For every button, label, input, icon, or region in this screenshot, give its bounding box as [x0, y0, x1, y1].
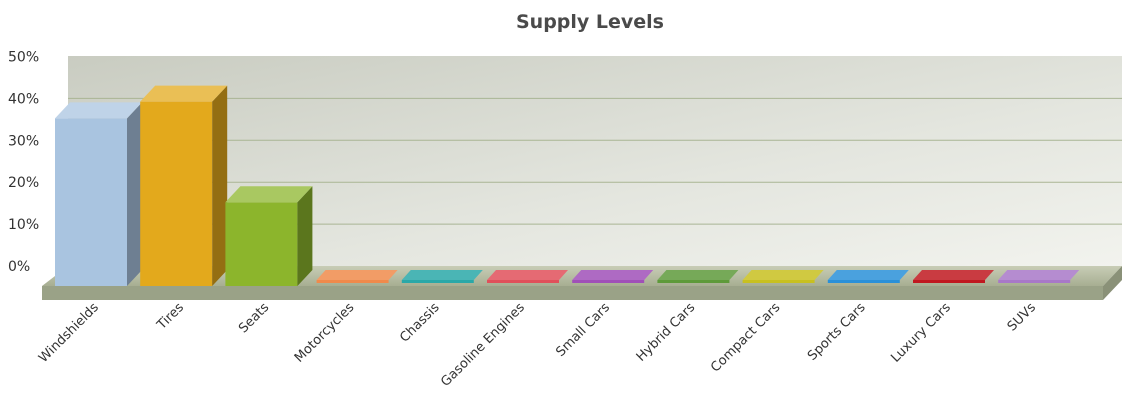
- y-tick-label: 0%: [8, 259, 30, 275]
- y-tick-label: 50%: [8, 50, 39, 66]
- bar-front: [225, 202, 298, 286]
- bar-front: [657, 280, 730, 283]
- bar-front: [998, 280, 1071, 283]
- bar-top: [316, 270, 398, 280]
- y-tick-label: 30%: [8, 133, 39, 149]
- x-tick-label: Motorcycles: [292, 300, 358, 366]
- bar: [913, 270, 994, 283]
- bar-front: [742, 280, 815, 283]
- bar: [316, 270, 398, 283]
- bar-top: [742, 270, 824, 280]
- bar-front: [827, 280, 900, 283]
- bar-top: [401, 270, 483, 280]
- y-tick-label: 10%: [8, 217, 39, 233]
- bar-side: [212, 85, 228, 286]
- bar-top: [657, 270, 739, 280]
- bar-front: [55, 118, 127, 287]
- y-tick-label: 40%: [8, 91, 39, 107]
- x-tick-label: SUVs: [1005, 300, 1039, 334]
- bar-top: [55, 102, 142, 119]
- bar: [572, 270, 654, 283]
- x-axis-tick-labels: Windshields Tires Seats Motorcycles ChassisG…: [36, 300, 1039, 390]
- x-tick-label: Hybrid Cars: [634, 300, 699, 365]
- bar: [401, 270, 483, 283]
- x-tick-label: Compact Cars: [708, 300, 783, 375]
- bars: [55, 85, 1080, 287]
- bar-top: [225, 186, 313, 203]
- bar: [225, 186, 313, 286]
- bar-top: [487, 270, 568, 280]
- bar-top: [913, 270, 994, 280]
- x-tick-label: Windshields: [36, 300, 102, 366]
- bar-top: [572, 270, 654, 280]
- x-tick-label: Luxury Cars: [888, 300, 954, 366]
- bar: [657, 270, 739, 283]
- x-tick-label: Tires: [154, 300, 187, 333]
- bar-top: [140, 85, 228, 102]
- bar-side: [297, 186, 313, 286]
- x-tick-label: Small Cars: [553, 300, 613, 360]
- bar: [998, 270, 1080, 283]
- bar-top: [998, 270, 1080, 280]
- x-tick-label: Chassis: [397, 300, 443, 346]
- bar: [140, 85, 228, 286]
- bar: [827, 270, 909, 283]
- chart-floor-side: [1103, 266, 1122, 300]
- chart-title: Supply Levels: [516, 11, 664, 33]
- bar-front: [140, 101, 213, 286]
- bar-front: [316, 280, 389, 283]
- bar-side: [127, 102, 142, 287]
- bar-front: [401, 280, 474, 283]
- x-tick-label: Sports Cars: [805, 300, 869, 364]
- bar-front: [572, 280, 645, 283]
- x-tick-label: Seats: [236, 300, 272, 336]
- bar: [742, 270, 824, 283]
- y-axis-tick-labels: 0% 10% 20% 30% 40% 50%: [8, 50, 39, 276]
- chart-back-wall: [68, 56, 1122, 266]
- bar: [55, 102, 142, 287]
- bar-front: [913, 280, 985, 283]
- y-tick-label: 20%: [8, 175, 39, 191]
- x-tick-label: Gasoline Engines: [438, 300, 528, 390]
- chart-floor-front: [42, 286, 1103, 300]
- bar-top: [827, 270, 909, 280]
- bar-front: [487, 280, 559, 283]
- bar: [487, 270, 568, 283]
